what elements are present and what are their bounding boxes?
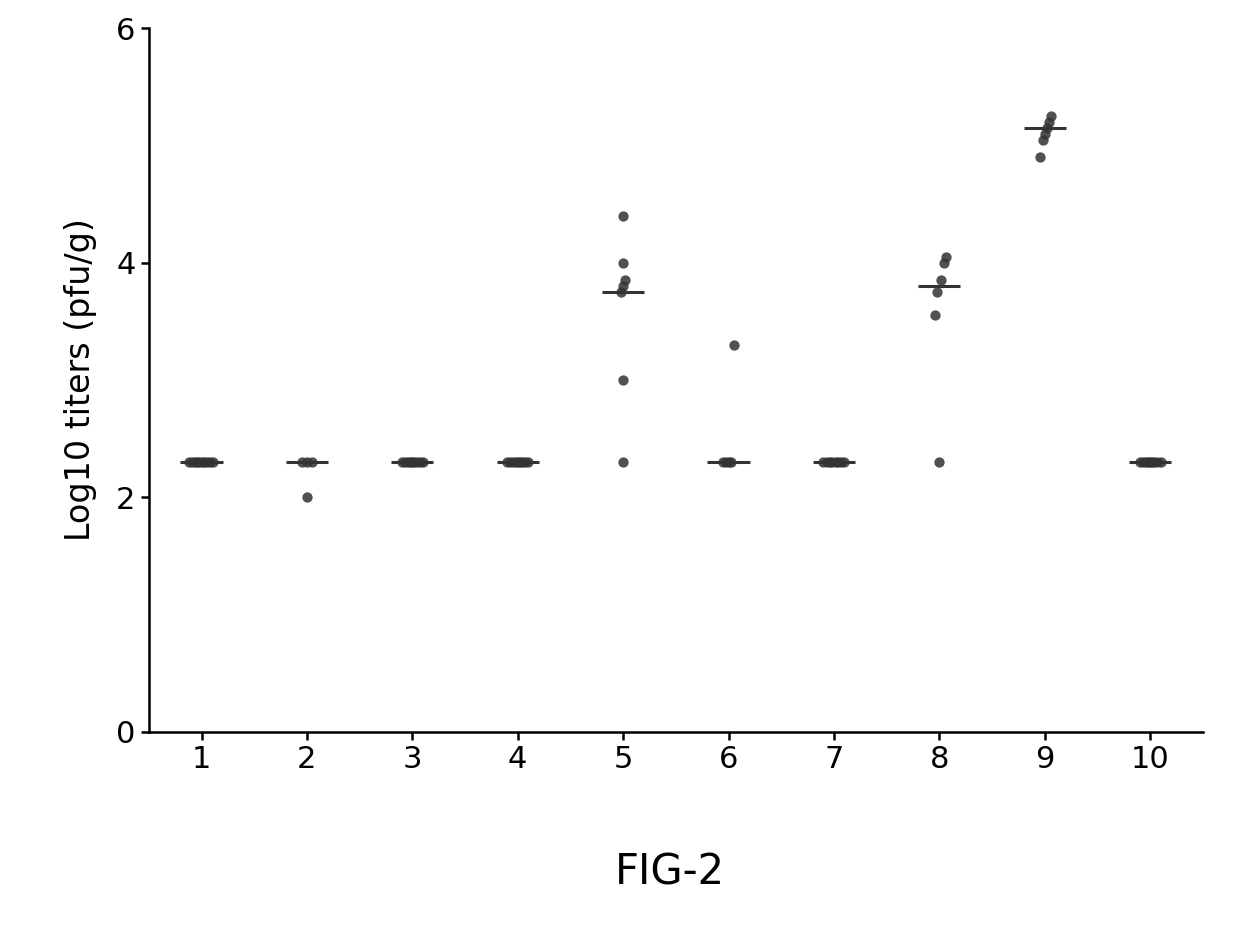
Point <box>1147 455 1167 470</box>
Text: FIG-2: FIG-2 <box>615 852 724 893</box>
Point <box>398 455 418 470</box>
Point <box>296 455 316 470</box>
Y-axis label: Log10 titers (pfu/g): Log10 titers (pfu/g) <box>63 219 97 541</box>
Point <box>822 455 842 470</box>
Point <box>503 455 523 470</box>
Point <box>179 455 198 470</box>
Point <box>1145 455 1164 470</box>
Point <box>1133 455 1153 470</box>
Point <box>820 455 839 470</box>
Point <box>191 455 211 470</box>
Point <box>190 455 210 470</box>
Point <box>614 255 634 270</box>
Point <box>508 455 528 470</box>
Point <box>719 455 739 470</box>
Point <box>930 455 950 470</box>
Point <box>1037 120 1056 135</box>
Point <box>303 455 322 470</box>
Point <box>182 455 202 470</box>
Point <box>724 338 744 353</box>
Point <box>187 455 207 470</box>
Point <box>615 273 635 288</box>
Point <box>614 208 634 223</box>
Point <box>1138 455 1158 470</box>
Point <box>826 455 846 470</box>
Point <box>835 455 854 470</box>
Point <box>1033 132 1053 147</box>
Point <box>497 455 517 470</box>
Point <box>1142 455 1162 470</box>
Point <box>401 455 420 470</box>
Point <box>936 250 956 265</box>
Point <box>817 455 837 470</box>
Point <box>200 455 219 470</box>
Point <box>934 255 954 270</box>
Point <box>931 273 951 288</box>
Point <box>614 279 634 294</box>
Point <box>720 455 740 470</box>
Point <box>1130 455 1149 470</box>
Point <box>506 455 526 470</box>
Point <box>392 455 412 470</box>
Point <box>1136 455 1156 470</box>
Point <box>185 455 205 470</box>
Point <box>611 284 631 299</box>
Point <box>717 455 737 470</box>
Point <box>193 455 213 470</box>
Point <box>413 455 433 470</box>
Point <box>713 455 733 470</box>
Point <box>1039 114 1059 129</box>
Point <box>1030 150 1050 165</box>
Point <box>1042 109 1061 124</box>
Point <box>614 372 634 387</box>
Point <box>928 284 947 299</box>
Point <box>402 455 422 470</box>
Point <box>501 455 521 470</box>
Point <box>296 490 316 505</box>
Point <box>510 455 529 470</box>
Point <box>925 308 945 323</box>
Point <box>396 455 415 470</box>
Point <box>614 455 634 470</box>
Point <box>515 455 534 470</box>
Point <box>1034 127 1054 142</box>
Point <box>1140 455 1159 470</box>
Point <box>409 455 429 470</box>
Point <box>291 455 311 470</box>
Point <box>203 455 223 470</box>
Point <box>828 455 848 470</box>
Point <box>407 455 427 470</box>
Point <box>512 455 532 470</box>
Point <box>197 455 217 470</box>
Point <box>404 455 424 470</box>
Point <box>813 455 833 470</box>
Point <box>1151 455 1171 470</box>
Point <box>518 455 538 470</box>
Point <box>831 455 851 470</box>
